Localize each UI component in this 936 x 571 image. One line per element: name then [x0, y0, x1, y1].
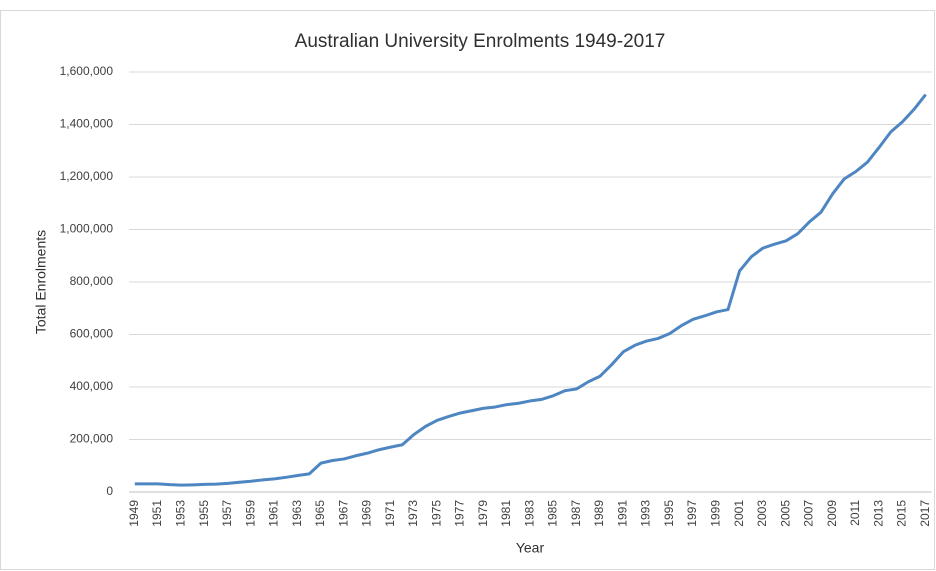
- x-tick-label: 2017: [918, 500, 932, 527]
- y-tick-label: 1,400,000: [60, 117, 114, 131]
- y-tick-label: 1,200,000: [60, 169, 114, 183]
- x-tick-label: 1987: [569, 500, 583, 527]
- x-tick-label: 1995: [662, 500, 676, 527]
- x-tick-label: 1959: [243, 500, 257, 527]
- x-tick-label: 1949: [127, 500, 141, 527]
- x-tick-label: 1977: [453, 500, 467, 527]
- x-tick-label: 1993: [639, 500, 653, 527]
- x-tick-label: 1985: [546, 500, 560, 527]
- x-tick-label: 1973: [406, 500, 420, 527]
- x-tick-label: 1955: [197, 500, 211, 527]
- x-tick-label: 1963: [290, 500, 304, 527]
- data-line: [134, 93, 927, 487]
- x-tick-label: 1965: [313, 500, 327, 527]
- x-tick-label: 2011: [848, 500, 862, 526]
- x-tick-label: 2009: [825, 500, 839, 527]
- x-tick-label: 1979: [476, 500, 490, 527]
- y-tick-label: 1,000,000: [60, 222, 114, 236]
- x-tick-label: 2001: [732, 500, 746, 527]
- x-tick-label: 1967: [336, 500, 350, 527]
- x-tick-label: 2003: [755, 500, 769, 527]
- x-axis-title: Year: [516, 540, 545, 556]
- x-tick-label: 1957: [220, 500, 234, 527]
- y-tick-label: 1,600,000: [60, 64, 114, 78]
- x-tick-label: 1953: [174, 500, 188, 527]
- y-tick-label: 0: [106, 484, 113, 498]
- x-tick-label: 1999: [709, 500, 723, 527]
- x-tick-label: 1997: [685, 500, 699, 527]
- y-tick-label: 400,000: [70, 379, 114, 393]
- x-tick-label: 1989: [592, 500, 606, 527]
- chart-frame: [0, 10, 935, 570]
- x-tick-label: 1971: [383, 500, 397, 527]
- x-tick-label: 1983: [522, 500, 536, 527]
- x-tick-label: 1969: [360, 500, 374, 527]
- x-tick-label: 2015: [895, 500, 909, 527]
- x-tick-label: 2005: [778, 500, 792, 527]
- y-tick-label: 200,000: [70, 432, 114, 446]
- x-tick-label: 1951: [150, 500, 164, 527]
- x-tick-label: 2007: [802, 500, 816, 527]
- x-tick-label: 1981: [499, 500, 513, 527]
- y-tick-label: 800,000: [70, 274, 114, 288]
- x-tick-label: 1991: [615, 500, 629, 527]
- y-tick-label: 600,000: [70, 327, 114, 341]
- chart-title: Australian University Enrolments 1949-20…: [295, 31, 666, 52]
- x-tick-label: 2013: [871, 500, 885, 527]
- y-axis-title: Total Enrolments: [33, 230, 49, 334]
- x-tick-label: 1975: [429, 500, 443, 527]
- x-tick-label: 1961: [267, 500, 281, 527]
